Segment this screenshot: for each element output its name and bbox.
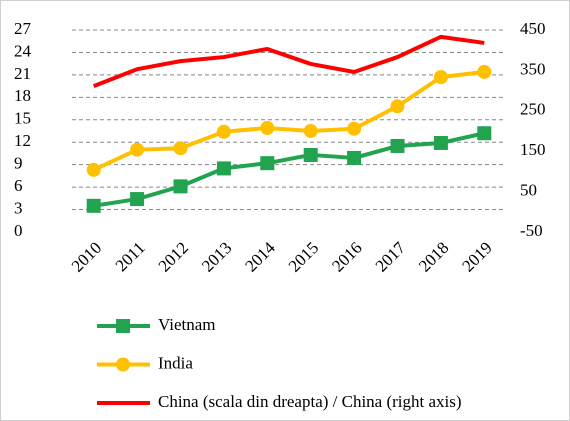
point-marker	[86, 198, 101, 213]
point-marker	[260, 121, 275, 136]
y-tick-label: 27	[14, 19, 32, 38]
y2-tick-label: 450	[520, 19, 546, 38]
point-marker	[347, 150, 362, 165]
legend-label: China (scala din dreapta) / China (right…	[158, 392, 462, 411]
y-tick-label: 3	[14, 198, 23, 217]
y2-tick-label: 250	[520, 100, 546, 119]
point-marker	[303, 124, 318, 138]
point-marker	[303, 147, 318, 162]
y2-tick-label: 150	[520, 140, 546, 159]
series-line	[92, 34, 485, 89]
point-marker	[433, 70, 448, 85]
y-tick-label: 9	[14, 154, 23, 173]
y2-tick-label: 350	[520, 59, 546, 78]
y2-tick-label: -50	[520, 221, 543, 240]
legend-label: India	[158, 353, 193, 372]
y-tick-label: 6	[14, 176, 23, 195]
point-marker	[390, 99, 405, 114]
legend-label: Vietnam	[158, 315, 216, 334]
y2-tick-label: 50	[520, 181, 537, 200]
legend-marker	[116, 319, 130, 333]
legend-marker	[116, 357, 130, 372]
point-marker	[216, 161, 231, 176]
point-marker	[477, 64, 492, 79]
point-marker	[216, 124, 231, 139]
y-tick-label: 21	[14, 64, 31, 83]
point-marker	[477, 126, 492, 141]
point-marker	[173, 141, 188, 156]
series-line	[92, 69, 485, 172]
point-marker	[130, 142, 145, 157]
point-marker	[86, 162, 101, 177]
point-marker	[390, 138, 405, 153]
point-marker	[173, 179, 188, 194]
point-marker	[130, 192, 145, 207]
point-marker	[433, 135, 448, 150]
point-marker	[347, 121, 362, 136]
y-tick-label: 12	[14, 131, 31, 150]
y-tick-label: 24	[14, 41, 32, 60]
y-tick-label: 15	[14, 109, 31, 128]
point-marker	[260, 156, 275, 171]
y-tick-label: 0	[14, 221, 23, 240]
y-tick-label: 18	[14, 86, 31, 105]
series-line	[93, 131, 485, 208]
